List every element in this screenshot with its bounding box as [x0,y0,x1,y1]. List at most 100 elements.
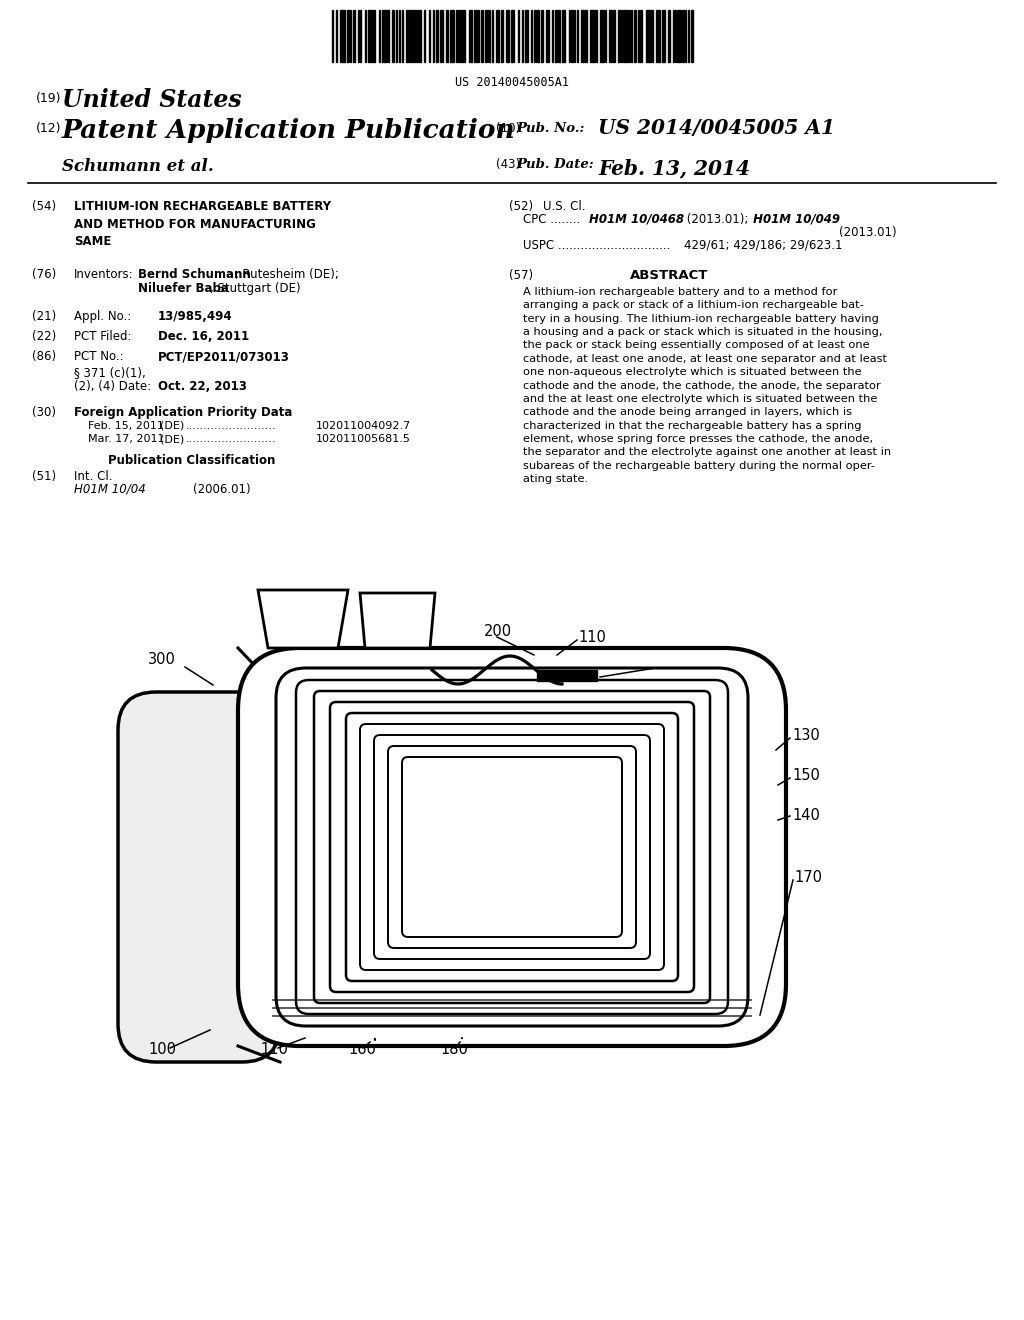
Bar [446,11,449,62]
Text: H01M 10/049: H01M 10/049 [749,213,840,226]
Bar [450,11,454,62]
Text: (51): (51) [32,470,56,483]
Bar [511,11,514,62]
Bar [416,11,418,62]
Bar [506,11,509,62]
Text: Dec. 16, 2011: Dec. 16, 2011 [158,330,249,343]
Bar [525,11,528,62]
Polygon shape [360,593,435,648]
Bar [662,11,665,62]
Text: CPC ........: CPC ........ [523,213,581,226]
Bar [562,11,565,62]
Text: , Rutesheim (DE);: , Rutesheim (DE); [234,268,339,281]
Text: (19): (19) [36,92,61,106]
Bar [410,11,412,62]
Text: (DE): (DE) [160,421,184,432]
Text: Feb. 15, 2011: Feb. 15, 2011 [88,421,164,432]
Bar [347,11,349,62]
Bar [474,11,477,62]
Bar [634,11,636,62]
Text: Pub. No.:: Pub. No.: [516,121,585,135]
Bar [501,11,503,62]
Text: § 371 (c)(1),: § 371 (c)(1), [74,366,145,379]
Text: U.S. Cl.: U.S. Cl. [543,201,586,213]
Text: PCT Filed:: PCT Filed: [74,330,131,343]
Text: US 2014/0045005 A1: US 2014/0045005 A1 [598,117,835,139]
Text: Publication Classification: Publication Classification [108,454,275,467]
Text: PCT No.:: PCT No.: [74,350,124,363]
Text: (12): (12) [36,121,61,135]
Text: Bernd Schumann: Bernd Schumann [138,268,251,281]
Bar [458,11,460,62]
Text: (2006.01): (2006.01) [193,483,251,496]
Bar [691,11,693,62]
Bar [461,11,465,62]
Bar [373,11,375,62]
Bar [646,11,651,62]
Bar [436,11,438,62]
Bar [536,11,539,62]
Text: 130: 130 [792,729,820,743]
Text: Patent Application Publication: Patent Application Publication [62,117,516,143]
Bar [413,11,415,62]
Text: (10): (10) [496,121,520,135]
Text: (30): (30) [32,407,56,418]
Polygon shape [258,590,348,648]
Text: (57): (57) [509,269,534,282]
Text: USPC ..............................: USPC .............................. [523,239,671,252]
Text: (86): (86) [32,350,56,363]
Bar [546,11,549,62]
Bar [618,11,620,62]
Text: United States: United States [62,88,242,112]
Bar [609,11,612,62]
Bar [682,11,684,62]
Text: (54): (54) [32,201,56,213]
Text: LITHIUM-ION RECHARGEABLE BATTERY
AND METHOD FOR MANUFACTURING
SAME: LITHIUM-ION RECHARGEABLE BATTERY AND MET… [74,201,331,248]
Bar [353,11,355,62]
Text: 140: 140 [792,808,820,822]
Text: Appl. No.:: Appl. No.: [74,310,131,323]
Text: 102011004092.7: 102011004092.7 [316,421,412,432]
Bar [571,11,573,62]
Text: Foreign Application Priority Data: Foreign Application Priority Data [74,407,293,418]
Text: Oct. 22, 2013: Oct. 22, 2013 [158,380,247,393]
FancyBboxPatch shape [238,648,786,1045]
Text: ABSTRACT: ABSTRACT [630,269,709,282]
Bar [469,11,472,62]
Bar [623,11,626,62]
Text: (22): (22) [32,330,56,343]
Text: 102011005681.5: 102011005681.5 [316,434,411,444]
Text: 150: 150 [792,768,820,784]
Text: (21): (21) [32,310,56,323]
Bar [368,11,372,62]
Bar [600,11,604,62]
Bar [585,11,587,62]
Text: 160: 160 [348,1043,376,1057]
Text: 120a: 120a [656,659,693,673]
Text: 170: 170 [794,870,822,884]
Bar [677,11,681,62]
Text: 110: 110 [260,1043,288,1057]
Text: PCT/EP2011/073013: PCT/EP2011/073013 [158,350,290,363]
Text: 13/985,494: 13/985,494 [158,310,232,323]
Text: (76): (76) [32,268,56,281]
Text: , Stuttgart (DE): , Stuttgart (DE) [210,282,301,294]
Text: Pub. Date:: Pub. Date: [516,158,594,172]
Text: (2013.01): (2013.01) [749,226,897,239]
Bar [382,11,386,62]
Bar [387,11,389,62]
Bar [406,11,409,62]
Text: Int. Cl.: Int. Cl. [74,470,113,483]
Bar [541,11,543,62]
Bar [537,671,597,681]
Bar [555,11,557,62]
Bar [481,11,483,62]
Bar [640,11,642,62]
FancyBboxPatch shape [118,692,280,1063]
Text: 100: 100 [148,1043,176,1057]
Bar [656,11,660,62]
Text: 300: 300 [148,652,176,668]
Text: Schumann et al.: Schumann et al. [62,158,214,176]
Bar [419,11,421,62]
Text: Inventors:: Inventors: [74,268,133,281]
